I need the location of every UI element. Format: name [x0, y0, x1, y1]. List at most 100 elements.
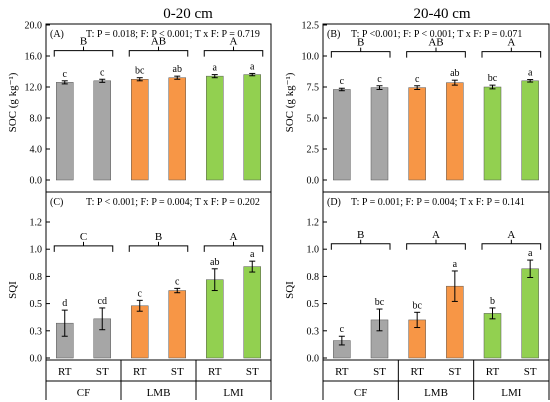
x-group-label: LMB [147, 387, 171, 399]
group-letter: A [230, 231, 238, 243]
y-tick-label: 0.3 [307, 326, 320, 337]
group-letter: A [507, 229, 515, 241]
x-tick-label: ST [171, 366, 184, 378]
panel-label: (C) [50, 197, 63, 208]
significance-letter: a [453, 259, 458, 270]
y-tick-label: 8.0 [30, 114, 43, 125]
panel-label: (D) [327, 197, 341, 208]
group-bracket [481, 51, 542, 58]
y-tick-label: 1.0 [307, 245, 320, 256]
x-tick-label: RT [335, 366, 349, 378]
significance-letter: ab [210, 257, 219, 268]
y-axis-label: SOC (g kg⁻¹) [7, 72, 19, 132]
y-tick-label: 0.0 [30, 176, 43, 187]
significance-letter: c [100, 67, 105, 78]
significance-letter: c [63, 69, 68, 80]
y-tick-label: 12.5 [302, 21, 320, 32]
significance-letter: c [340, 324, 345, 335]
x-tick-label: RT [410, 366, 424, 378]
bar [483, 313, 502, 359]
group-letter: AB [151, 36, 166, 48]
group-letter: B [357, 229, 364, 241]
stats-text: T: P = 0.001; F: P = 0.004; T x F: P = 0… [351, 197, 525, 208]
significance-letter: a [250, 61, 255, 72]
bar [131, 305, 149, 359]
group-bracket [406, 51, 466, 58]
y-tick-label: 5.0 [307, 114, 320, 125]
x-group-label: LMI [223, 387, 244, 399]
x-tick-label: RT [58, 366, 72, 378]
stats-text: T: P = 0.018; F: P < 0.001; T x F: P = 0… [86, 29, 260, 40]
group-letter: A [230, 36, 238, 48]
significance-letter: a [250, 249, 255, 260]
y-tick-label: 0.0 [307, 176, 320, 187]
significance-letter: cd [98, 296, 107, 307]
y-tick-label: 7.5 [307, 83, 320, 94]
x-tick-label: ST [524, 366, 537, 378]
stats-text: T: P <0.001; F: P < 0.001; T x F: P = 0.… [351, 29, 522, 40]
y-tick-label: 10.0 [302, 52, 320, 63]
bar [408, 87, 426, 181]
y-tick-label: 16.0 [25, 52, 43, 63]
bar [243, 266, 261, 359]
y-tick-label: 1.0 [30, 245, 43, 256]
bar [521, 268, 539, 359]
x-tick-label: ST [373, 366, 386, 378]
bar [483, 86, 502, 181]
x-group-label: CF [77, 387, 90, 399]
significance-letter: bc [412, 300, 422, 311]
y-tick-label: 2.5 [307, 145, 320, 156]
y-tick-label: 0.3 [30, 326, 43, 337]
y-tick-label: 4.0 [30, 145, 43, 156]
y-tick-label: 0.8 [30, 272, 43, 283]
group-bracket [128, 50, 189, 57]
column-title-0-20cm: 0-20 cm [163, 6, 213, 22]
significance-letter: a [528, 248, 533, 259]
panel-label: (A) [50, 29, 64, 40]
y-tick-label: 12.0 [25, 83, 43, 94]
significance-letter: bc [488, 73, 498, 84]
bar [131, 79, 149, 181]
y-axis-label: SQI [7, 281, 19, 299]
significance-letter: a [213, 63, 218, 74]
y-tick-label: 0.5 [30, 299, 43, 310]
group-letter: B [80, 36, 87, 48]
bar [333, 89, 351, 181]
significance-letter: a [528, 68, 533, 79]
x-group-label: LMB [424, 387, 448, 399]
y-tick-label: 0.8 [307, 272, 320, 283]
panel-frame-3 [322, 191, 550, 361]
panel-label: (B) [327, 29, 340, 40]
x-tick-label: RT [208, 366, 222, 378]
group-letter: A [432, 229, 440, 241]
bar [168, 77, 186, 181]
bar [56, 82, 74, 181]
group-bracket [53, 245, 114, 252]
group-bracket [406, 243, 466, 250]
y-tick-label: 0.5 [307, 299, 320, 310]
column-title-20-40cm: 20-40 cm [413, 6, 471, 22]
significance-letter: bc [135, 66, 145, 77]
bar [168, 290, 186, 359]
y-tick-label: 20.0 [25, 21, 43, 32]
bar [93, 80, 111, 181]
panel-frame-2 [45, 191, 272, 361]
x-tick-label: ST [448, 366, 461, 378]
x-tick-label: ST [96, 366, 109, 378]
significance-letter: b [490, 296, 495, 307]
significance-letter: bc [375, 297, 385, 308]
group-letter: AB [428, 37, 443, 49]
group-bracket [128, 245, 189, 252]
y-axis-label: SQI [284, 281, 296, 299]
x-tick-label: RT [133, 366, 147, 378]
significance-letter: ab [450, 68, 459, 79]
y-tick-label: 1.2 [307, 218, 320, 229]
bar [446, 82, 464, 181]
significance-letter: c [138, 288, 143, 299]
x-tick-label: ST [246, 366, 259, 378]
significance-letter: d [62, 298, 67, 309]
significance-letter: c [415, 74, 420, 85]
group-letter: B [155, 231, 162, 243]
group-bracket [53, 50, 114, 57]
